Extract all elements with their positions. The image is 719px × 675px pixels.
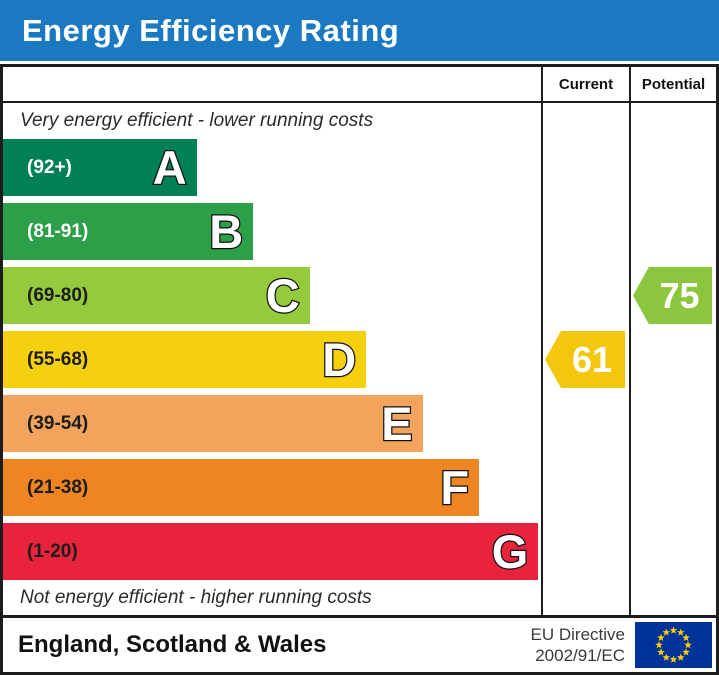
- band-range-label: (21-38): [27, 476, 89, 498]
- band-bar-B: (81-91) B: [3, 203, 254, 260]
- table-body: Very energy efficient - lower running co…: [3, 103, 716, 615]
- band-bar-A: (92+) A: [3, 139, 197, 196]
- eu-flag-icon: [635, 622, 712, 668]
- band-letter: E: [380, 397, 414, 450]
- page-title: Energy Efficiency Rating: [22, 12, 400, 48]
- band-row-F: (21-38) F: [3, 459, 541, 516]
- band-bar-G: (1-20) G: [3, 523, 539, 580]
- band-bar-D: (55-68) D: [3, 331, 367, 388]
- band-bar-F: (21-38) F: [3, 459, 480, 516]
- band-letter: C: [264, 269, 300, 322]
- potential-column: 75: [629, 103, 716, 615]
- eu-directive-line1: EU Directive: [530, 624, 625, 644]
- band-letter: D: [321, 333, 357, 386]
- band-bar-C: (69-80) C: [3, 267, 310, 324]
- region-label: England, Scotland & Wales: [18, 631, 327, 658]
- band-range-label: (1-20): [27, 540, 78, 562]
- column-header-potential: Potential: [629, 67, 716, 101]
- band-letter: B: [208, 205, 244, 258]
- current-rating-value: 61: [571, 338, 613, 380]
- band-row-A: (92+) A: [3, 139, 541, 196]
- band-row-C: (69-80) C: [3, 267, 541, 324]
- band-letter: A: [151, 141, 187, 194]
- band-row-B: (81-91) B: [3, 203, 541, 260]
- eu-directive-line2: 2002/91/EC: [535, 646, 625, 665]
- band-row-G: (1-20) G: [3, 523, 541, 580]
- rating-bands: (92+) A (81-91) B (69-80) C (55-68) D (39-54) E (2…: [3, 139, 541, 580]
- eu-directive-label: EU Directive 2002/91/EC: [531, 624, 625, 667]
- header-spacer: [3, 67, 541, 101]
- column-header-current: Current: [541, 67, 629, 101]
- band-range-label: (39-54): [27, 412, 89, 434]
- band-range-label: (81-91): [27, 220, 89, 242]
- current-column: 61: [541, 103, 629, 615]
- top-note: Very energy efficient - lower running co…: [20, 110, 374, 131]
- band-letter: F: [439, 461, 470, 514]
- band-bar-E: (39-54) E: [3, 395, 423, 452]
- band-letter: G: [490, 525, 529, 578]
- bands-column: Very energy efficient - lower running co…: [3, 103, 541, 615]
- column-header-current-label: Current: [558, 75, 614, 93]
- title-bar: Energy Efficiency Rating: [0, 0, 719, 61]
- table-header-row: Current Potential: [3, 67, 716, 103]
- table-footer: England, Scotland & Wales EU Directive 2…: [3, 615, 716, 672]
- band-range-label: (92+): [27, 156, 72, 178]
- band-row-E: (39-54) E: [3, 395, 541, 452]
- potential-rating-arrow: 75: [633, 267, 712, 324]
- current-rating-arrow: 61: [545, 331, 625, 388]
- column-header-potential-label: Potential: [641, 75, 706, 93]
- rating-table: Current Potential Very energy efficient …: [0, 64, 719, 675]
- band-row-D: (55-68) D: [3, 331, 541, 388]
- bottom-note: Not energy efficient - higher running co…: [20, 586, 372, 608]
- band-range-label: (55-68): [27, 348, 89, 370]
- band-range-label: (69-80): [27, 284, 89, 306]
- footer-right-group: EU Directive 2002/91/EC: [531, 622, 716, 668]
- potential-rating-value: 75: [659, 274, 700, 316]
